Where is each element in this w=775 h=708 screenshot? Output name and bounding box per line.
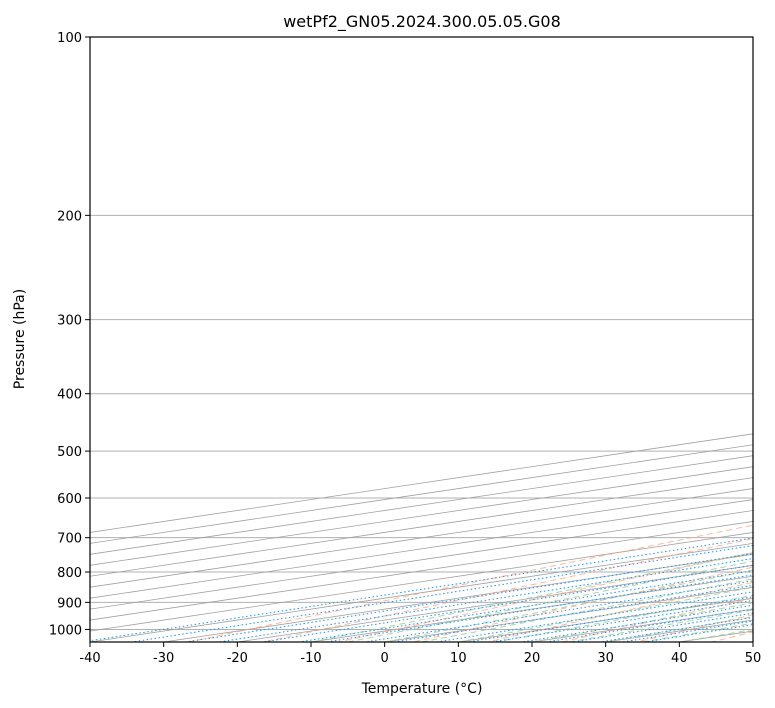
moist-adiabat-line	[310, 551, 753, 642]
x-tick-label: -40	[79, 651, 100, 666]
tick-layer: -40 -30 -20 -10 0 10 20 30 40 50 100 200 300 400 500 60…	[49, 31, 761, 666]
y-tick-label: 100	[57, 31, 82, 46]
x-axis-title: Temperature (°C)	[361, 681, 483, 697]
plot-frame	[89, 36, 754, 643]
isotherm-line	[90, 477, 753, 577]
x-tick-label: 40	[671, 651, 688, 666]
adiabat-layer	[90, 524, 753, 642]
y-tick-label: 900	[57, 596, 82, 611]
isotherm-line	[90, 499, 753, 599]
dry-adiabat-line	[338, 552, 753, 642]
isotherm-line	[90, 510, 753, 610]
x-tick-label: -10	[300, 651, 321, 666]
isotherm-line	[90, 444, 753, 544]
dry-adiabat-line	[188, 524, 753, 642]
isotherm-line	[90, 466, 753, 566]
x-tick-label: 0	[381, 651, 389, 666]
y-tick-label: 800	[57, 566, 82, 581]
x-tick-label: -20	[227, 651, 248, 666]
y-tick-label: 1000	[49, 623, 82, 638]
y-tick-label: 300	[57, 314, 82, 329]
isotherm-line	[90, 488, 753, 588]
x-tick-label: -30	[153, 651, 174, 666]
plot-area	[90, 37, 753, 642]
mixing-ratio-line	[299, 570, 753, 642]
y-tick-label: 700	[57, 532, 82, 547]
moist-adiabat-line	[384, 569, 753, 642]
dry-adiabat-line	[487, 581, 753, 642]
x-tick-label: 50	[745, 651, 762, 666]
x-tick-label: 20	[524, 651, 541, 666]
moist-adiabat-line	[458, 586, 753, 642]
y-tick-label: 200	[57, 209, 82, 224]
mixing-ratio-line	[185, 553, 753, 642]
x-tick-label: 10	[450, 651, 467, 666]
y-axis-title: Pressure (hPa)	[12, 289, 28, 389]
isotherm-line	[90, 532, 753, 632]
y-tick-label: 600	[57, 492, 82, 507]
y-tick-label: 500	[57, 445, 82, 460]
x-tick-label: 30	[597, 651, 614, 666]
mixing-ratio-line	[90, 537, 753, 642]
grid-layer	[90, 37, 753, 642]
isotherm-line	[90, 455, 753, 555]
isotherm-line	[90, 521, 753, 621]
mixing-ratio-line	[365, 580, 753, 642]
chart-title: wetPf2_GN05.2024.300.05.05.G08	[283, 12, 561, 32]
y-tick-label: 400	[57, 388, 82, 403]
